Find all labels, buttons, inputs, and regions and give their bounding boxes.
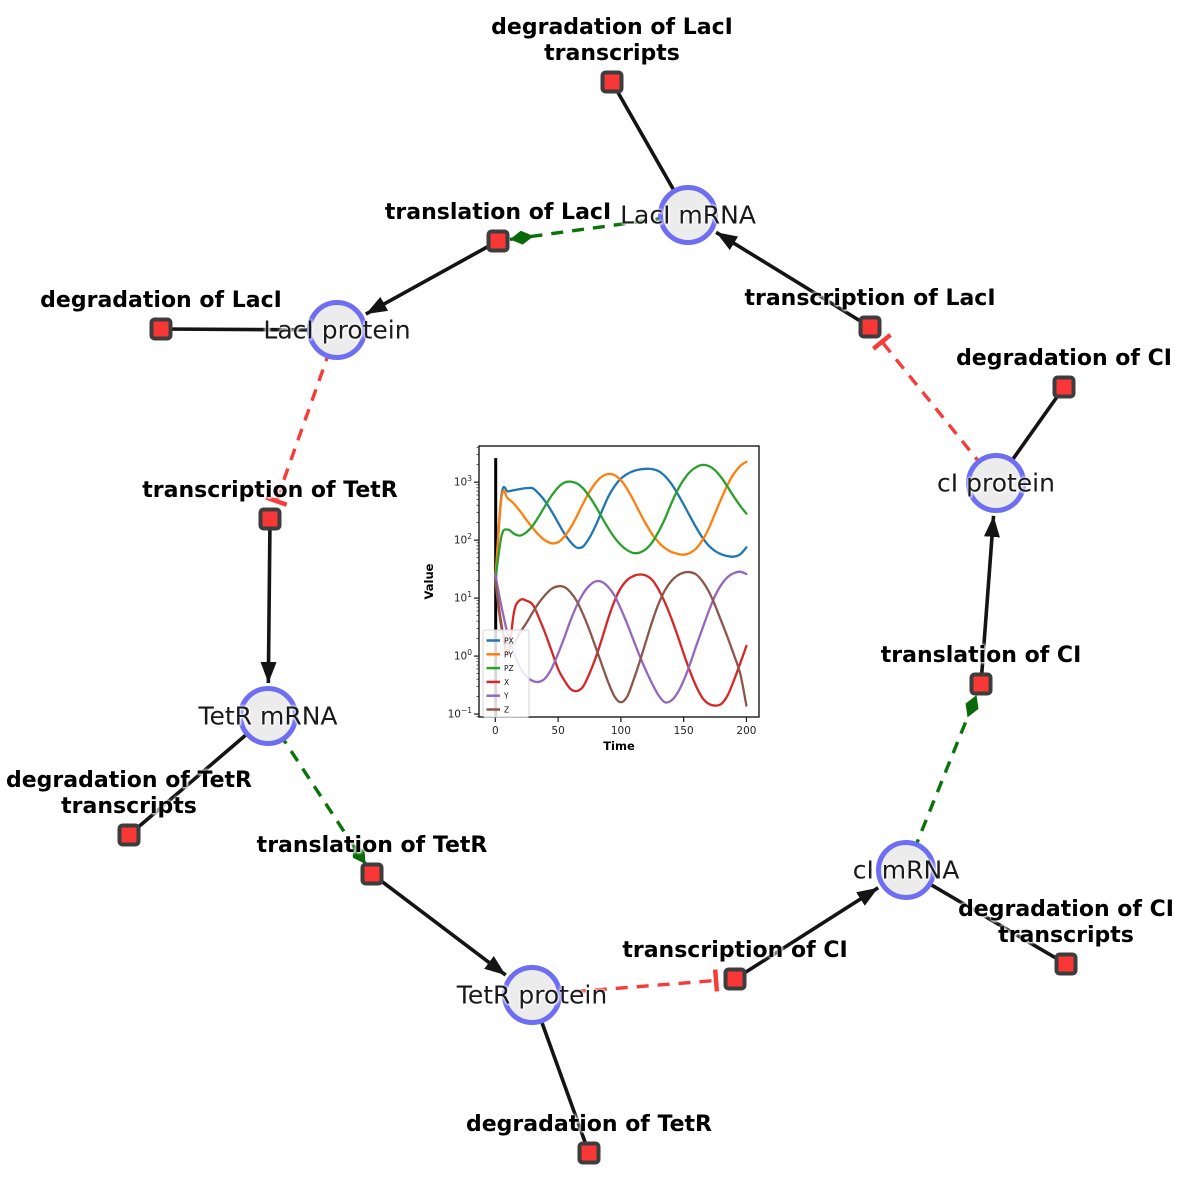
simulation-time-series-plot: 0 50 100 150 20010−1100101102103TimeValuePXP… — [420, 428, 776, 766]
y-tick-label: 102 — [454, 532, 472, 547]
reaction-label-deg-tetr: degradation of TetR — [465, 1112, 713, 1137]
reaction-node-transcription-tetr — [258, 507, 282, 531]
legend-label-PY: PY — [504, 650, 513, 659]
edge-product-translation-laci-to-laci-protein — [365, 239, 499, 316]
reaction-label-transcription-ci: transcription of CI — [622, 938, 848, 963]
reaction-node-deg-tetr — [577, 1141, 601, 1165]
legend-label-Y: Y — [503, 692, 509, 701]
edge-reactant-ci-mrna-to-deg-ci-transcripts — [905, 868, 1067, 966]
y-tick-label: 100 — [454, 648, 472, 663]
species-label-laci-mrna: LacI mRNA — [620, 200, 756, 230]
x-axis-label: Time — [603, 739, 635, 753]
series-line-PY — [494, 460, 748, 582]
reaction-label-translation-laci: translation of LacI — [384, 200, 612, 225]
species-label-ci-mrna: cI mRNA — [852, 855, 960, 885]
species-label-laci-protein: LacI protein — [263, 315, 411, 345]
x-tick-label: 100 — [611, 725, 631, 737]
reaction-node-translation-ci — [969, 672, 993, 696]
reaction-label-deg-ci: degradation of CI — [956, 346, 1172, 371]
edge-product-translation-ci-to-ci-protein — [979, 515, 1000, 685]
reaction-node-deg-tetr-transcripts — [117, 823, 141, 847]
reaction-label-deg-laci-transcripts: degradation of LacI transcripts — [491, 15, 733, 66]
series-line-X — [494, 573, 748, 707]
reaction-node-transcription-laci — [858, 315, 882, 339]
edge-inhibition-tetr-protein-to-transcription-ci — [531, 969, 720, 997]
reaction-label-transcription-tetr: transcription of TetR — [142, 478, 398, 503]
reaction-label-translation-ci: translation of CI — [880, 643, 1082, 668]
legend-label-X: X — [504, 678, 509, 687]
reaction-label-translation-tetr: translation of TetR — [256, 833, 488, 858]
reaction-label-deg-laci: degradation of LacI — [40, 288, 282, 313]
legend-label-Z: Z — [504, 706, 509, 715]
edge-modifier-ci-mrna-to-translation-ci — [904, 694, 979, 871]
y-tick-label: 10−1 — [448, 706, 473, 721]
reaction-label-deg-tetr-transcripts: degradation of TetR transcripts — [5, 768, 253, 819]
reaction-node-deg-laci-transcripts — [600, 70, 624, 94]
reaction-label-deg-ci-transcripts: degradation of CI transcripts — [958, 897, 1174, 948]
reaction-node-deg-ci-transcripts — [1054, 952, 1078, 976]
species-node-laci-protein — [307, 300, 367, 360]
edge-product-transcription-tetr-to-tetr-mrna — [260, 518, 277, 684]
species-node-tetr-protein — [502, 965, 562, 1025]
y-tick-label: 101 — [454, 590, 472, 605]
x-tick-label: 200 — [736, 725, 756, 737]
species-node-tetr-mrna — [238, 686, 298, 746]
x-tick-label: 50 — [551, 725, 564, 737]
edge-product-transcription-ci-to-ci-mrna — [734, 886, 880, 981]
reaction-node-transcription-ci — [723, 967, 747, 991]
edge-product-transcription-laci-to-laci-mrna — [715, 230, 871, 329]
edge-product-translation-tetr-to-tetr-protein — [370, 872, 507, 977]
y-tick-label: 103 — [454, 474, 472, 489]
reaction-label-transcription-laci: transcription of LacI — [744, 286, 996, 311]
reaction-node-deg-laci — [149, 317, 173, 341]
series-line-PZ — [494, 463, 748, 582]
species-label-tetr-mrna: TetR mRNA — [198, 701, 338, 731]
species-node-ci-protein — [966, 453, 1026, 513]
y-axis-label: Value — [422, 563, 436, 599]
species-label-ci-protein: cI protein — [937, 468, 1055, 498]
reaction-node-deg-ci — [1052, 375, 1076, 399]
legend-label-PX: PX — [504, 637, 514, 646]
reaction-node-translation-tetr — [360, 862, 384, 886]
series-line-Y — [494, 570, 748, 704]
reaction-node-translation-laci — [486, 229, 510, 253]
x-tick-label: 150 — [674, 725, 694, 737]
series-line-Z — [494, 570, 748, 707]
legend-label-PZ: PZ — [504, 664, 514, 673]
species-node-laci-mrna — [658, 185, 718, 245]
species-node-ci-mrna — [876, 840, 936, 900]
x-tick-label: 0 — [492, 725, 499, 737]
species-label-tetr-protein: TetR protein — [456, 980, 608, 1010]
legend: PX PY PZ XYZ — [482, 629, 530, 718]
